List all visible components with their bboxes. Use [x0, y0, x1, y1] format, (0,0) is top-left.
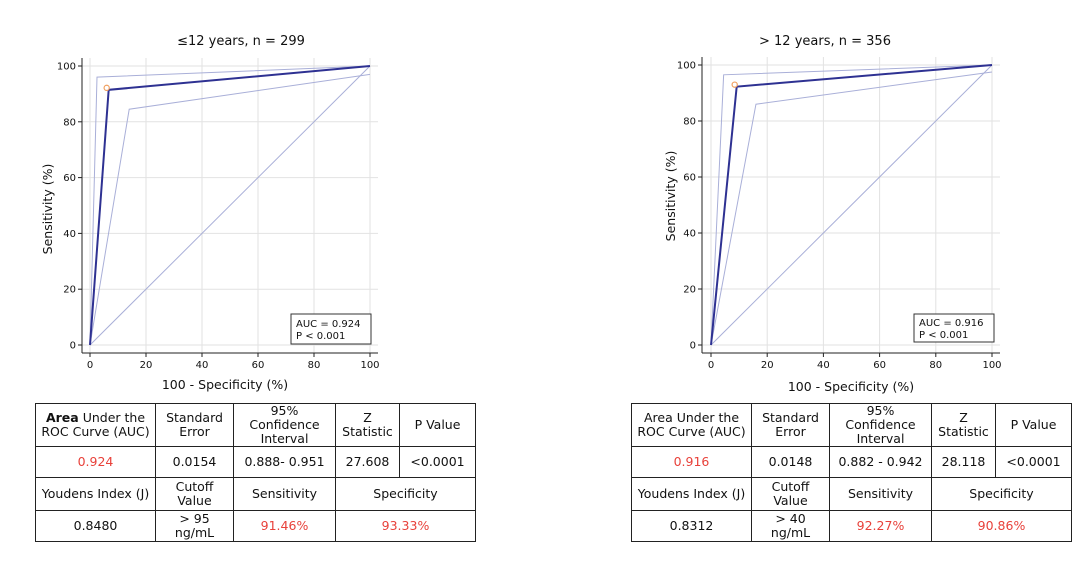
header-confidence-interval: 95% Confidence Interval	[829, 403, 932, 447]
auc-value: 0.916	[631, 446, 752, 478]
y-tick-label: 40	[683, 229, 696, 240]
header-specificity: Specificity	[335, 477, 476, 511]
ci-value: 0.888- 0.951	[233, 446, 336, 478]
reference-diagonal	[710, 64, 993, 346]
header-standard-error: Standard Error	[155, 403, 234, 447]
y-tick-label: 60	[683, 173, 696, 184]
reference-diagonal	[89, 65, 371, 346]
roc-chart-left: ≤12 years, n = 299 0 20 40 60 80 100 0 20 40 60 80…	[40, 34, 380, 392]
x-tick-label: 100	[982, 360, 1001, 371]
plot-area: 0 20 40 60 80 100 0 20 40 60 80 100	[677, 57, 1002, 371]
y-tick-label: 80	[683, 117, 696, 128]
x-tick-label: 0	[708, 360, 714, 371]
sensitivity-value: 92.27%	[829, 510, 932, 542]
y-tick-label: 0	[70, 341, 76, 352]
confidence-bound-line	[89, 73, 371, 346]
ci-value: 0.882 - 0.942	[829, 446, 932, 478]
x-tick-label: 0	[87, 360, 93, 371]
y-tick-label: 100	[57, 62, 76, 73]
y-axis-label: Sensitivity (%)	[40, 164, 55, 255]
youdens-value: 0.8480	[35, 510, 156, 542]
legend-auc: AUC = 0.916	[919, 318, 984, 329]
se-value: 0.0148	[751, 446, 830, 478]
legend-auc: AUC = 0.924	[296, 319, 361, 330]
x-axis-label: 100 - Specificity (%)	[788, 379, 914, 394]
legend-p: P < 0.001	[296, 331, 345, 342]
plot-area: 0 20 40 60 80 100 0 20 40 60 80 100	[57, 58, 380, 371]
legend-p: P < 0.001	[919, 330, 968, 341]
sensitivity-value: 91.46%	[233, 510, 336, 542]
header-p-value: P Value	[399, 403, 476, 447]
specificity-value: 90.86%	[931, 510, 1072, 542]
x-tick-label: 40	[196, 360, 209, 371]
header-cutoff: Cutoff Value	[751, 477, 830, 511]
y-tick-label: 100	[677, 61, 696, 72]
x-tick-label: 80	[308, 360, 321, 371]
header-auc: Area Under the ROC Curve (AUC)	[631, 403, 752, 447]
p-value: <0.0001	[995, 446, 1072, 478]
x-tick-label: 80	[929, 360, 942, 371]
chart-title: > 12 years, n = 356	[759, 34, 891, 49]
y-tick-label: 40	[63, 229, 76, 240]
header-specificity: Specificity	[931, 477, 1072, 511]
panel-left: ≤12 years, n = 299 0 20 40 60 80 100 0 20 40 60 80…	[35, 34, 476, 542]
specificity-value: 93.33%	[335, 510, 476, 542]
header-youdens-index: Youdens Index (J)	[631, 477, 752, 511]
y-axis-label: Sensitivity (%)	[663, 151, 678, 242]
confidence-bound-line	[89, 65, 371, 346]
y-tick-label: 0	[690, 341, 696, 352]
header-sensitivity: Sensitivity	[829, 477, 932, 511]
confidence-bound-line	[710, 71, 993, 346]
x-tick-label: 60	[252, 360, 265, 371]
header-auc: Area Under the ROC Curve (AUC)	[35, 403, 156, 447]
stats-table-right: Area Under the ROC Curve (AUC) Standard …	[631, 403, 1072, 542]
confidence-bound-line	[710, 64, 993, 346]
x-tick-label: 40	[817, 360, 830, 371]
y-tick-label: 80	[63, 117, 76, 128]
se-value: 0.0154	[155, 446, 234, 478]
header-p-value: P Value	[995, 403, 1072, 447]
y-tick-label: 20	[683, 285, 696, 296]
roc-chart-right: > 12 years, n = 356 0 20 40 60 80 100 0 20 40 60 8…	[663, 34, 1002, 394]
y-tick-label: 20	[63, 285, 76, 296]
x-tick-label: 20	[761, 360, 774, 371]
youdens-value: 0.8312	[631, 510, 752, 542]
z-value: 27.608	[335, 446, 400, 478]
header-confidence-interval: 95% Confidence Interval	[233, 403, 336, 447]
x-tick-label: 60	[873, 360, 886, 371]
cutoff-value: > 40 ng/mL	[751, 510, 830, 542]
x-tick-label: 20	[140, 360, 153, 371]
legend-box: AUC = 0.916 P < 0.001	[913, 313, 995, 343]
x-axis-label: 100 - Specificity (%)	[162, 377, 288, 392]
header-youdens-index: Youdens Index (J)	[35, 477, 156, 511]
cutoff-value: > 95 ng/mL	[155, 510, 234, 542]
stats-table-left: Area Under the ROC Curve (AUC) Standard …	[35, 403, 476, 542]
x-tick-label: 100	[360, 360, 379, 371]
y-tick-label: 60	[63, 173, 76, 184]
header-standard-error: Standard Error	[751, 403, 830, 447]
chart-title: ≤12 years, n = 299	[177, 34, 305, 49]
p-value: <0.0001	[399, 446, 476, 478]
auc-value: 0.924	[35, 446, 156, 478]
panel-right: > 12 years, n = 356 0 20 40 60 80 100 0 20 40 60 8…	[540, 0, 1080, 577]
z-value: 28.118	[931, 446, 996, 478]
legend-box: AUC = 0.924 P < 0.001	[290, 313, 372, 345]
cutoff-point-marker	[731, 81, 738, 88]
header-sensitivity: Sensitivity	[233, 477, 336, 511]
header-z-statistic: Z Statistic	[335, 403, 400, 447]
header-z-statistic: Z Statistic	[931, 403, 996, 447]
header-cutoff: Cutoff Value	[155, 477, 234, 511]
cutoff-point-marker	[103, 84, 110, 92]
